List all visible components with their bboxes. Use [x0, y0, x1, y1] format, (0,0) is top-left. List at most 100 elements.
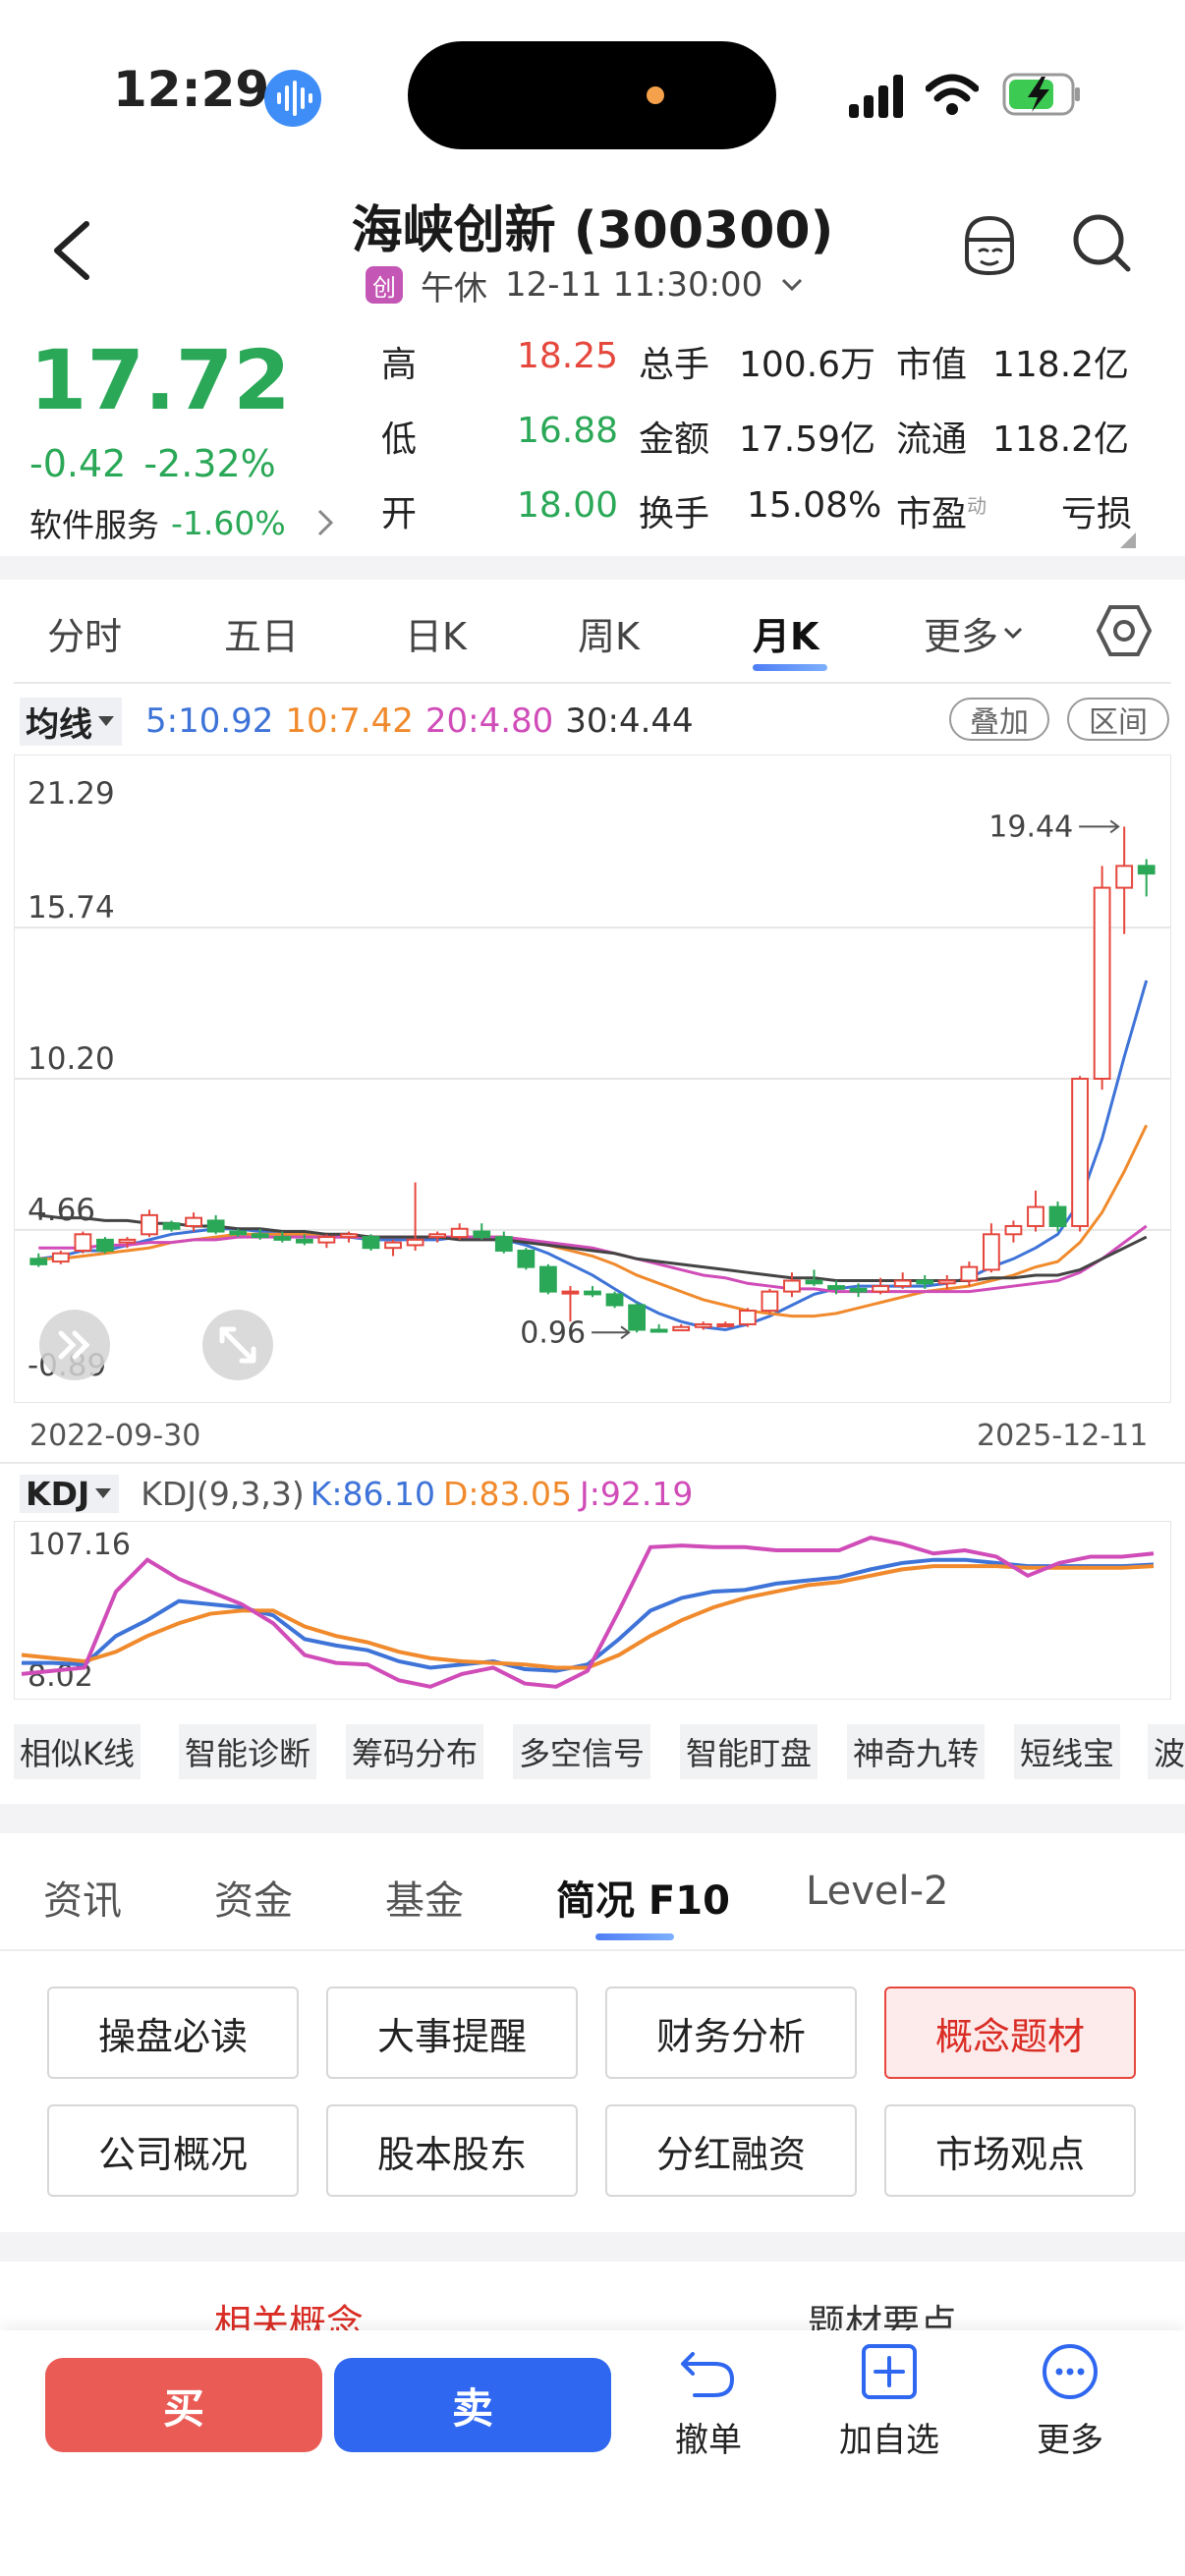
corner-expand-icon[interactable] [1120, 532, 1136, 548]
chevron-down-icon [782, 278, 803, 292]
trade-status: 午休 [421, 268, 487, 308]
candle-body [1048, 1205, 1067, 1227]
f10-major-events[interactable]: 大事提醒 [326, 1987, 578, 2079]
y-tick-label: 15.74 [28, 890, 115, 925]
tab-monthly-k[interactable]: 月K [753, 615, 819, 658]
overlay-button[interactable]: 叠加 [949, 698, 1049, 741]
candle [1093, 866, 1111, 1091]
tab-more-label: 更多 [924, 615, 999, 658]
candle-body [872, 1285, 890, 1293]
candle [340, 1231, 358, 1243]
add-watchlist-button[interactable]: 加自选 [825, 2342, 953, 2461]
tool-long-short-signal[interactable]: 多空信号 [513, 1724, 651, 1779]
candle [51, 1250, 70, 1264]
fast-forward-glyph [58, 1330, 90, 1360]
candle-body [118, 1238, 137, 1244]
tab-level2[interactable]: Level-2 [806, 1869, 949, 1914]
tab-five-day[interactable]: 五日 [224, 615, 300, 658]
fast-forward-icon[interactable] [39, 1310, 110, 1380]
undo-icon [681, 2352, 735, 2397]
cancel-order-button[interactable]: 撤单 [645, 2342, 772, 2461]
candle [162, 1220, 181, 1232]
tab-fund[interactable]: 基金 [385, 1878, 464, 1924]
tool-chip-distribution[interactable]: 筹码分布 [346, 1724, 484, 1779]
more-button[interactable]: 更多 [1006, 2342, 1134, 2461]
candle-body [1093, 886, 1111, 1080]
price-change: -0.42 -2.32% [29, 442, 276, 485]
candle-body [982, 1233, 1000, 1271]
f10-shareholders[interactable]: 股本股东 [326, 2104, 578, 2197]
candle-body [406, 1238, 424, 1247]
search-icon[interactable] [1071, 212, 1134, 275]
candle [406, 1182, 424, 1251]
tab-news[interactable]: 资讯 [43, 1878, 122, 1924]
candle-body [29, 1258, 48, 1265]
fullscreen-icon[interactable] [202, 1310, 273, 1380]
candle [1071, 1076, 1089, 1232]
candle [628, 1302, 646, 1333]
candle-body [916, 1279, 934, 1285]
kdj-y-max-label: 107.16 [28, 1528, 131, 1562]
section-divider [0, 1804, 1185, 1833]
f10-company-overview[interactable]: 公司概况 [47, 2104, 299, 2197]
indicator-selector[interactable]: KDJ [20, 1474, 120, 1513]
candle [473, 1223, 491, 1240]
industry-link[interactable]: 软件服务 -1.60% [29, 499, 335, 546]
candle [916, 1274, 934, 1289]
candle [517, 1248, 536, 1270]
candle [428, 1231, 447, 1243]
candle-body [937, 1279, 956, 1285]
tool-smart-watch[interactable]: 智能盯盘 [680, 1724, 818, 1779]
candle-body [494, 1236, 513, 1252]
tab-f10[interactable]: 简况 F10 [556, 1878, 730, 1924]
candle [672, 1323, 691, 1332]
f10-market-views[interactable]: 市场观点 [884, 2104, 1136, 2197]
range-button[interactable]: 区间 [1067, 698, 1169, 741]
candle-body [428, 1233, 447, 1239]
tab-daily-k[interactable]: 日K [405, 615, 467, 658]
candle [29, 1253, 48, 1267]
f10-dividend-financing[interactable]: 分红融资 [605, 2104, 857, 2197]
tool-similar-k[interactable]: 相似K线 [14, 1724, 141, 1779]
f10-trading-must-read[interactable]: 操盘必读 [47, 1987, 299, 2079]
kdj-chart[interactable]: 107.168.02 [14, 1521, 1171, 1700]
dynamic-island [408, 41, 776, 149]
candle [783, 1272, 801, 1298]
tab-capital[interactable]: 资金 [214, 1878, 293, 1924]
tab-weekly-k[interactable]: 周K [578, 615, 640, 658]
candle-body [51, 1252, 70, 1263]
buy-button[interactable]: 买 [45, 2358, 322, 2452]
ma-selector[interactable]: 均线 [20, 697, 122, 746]
tool-magic-nine[interactable]: 神奇九转 [847, 1724, 986, 1779]
section-divider [0, 556, 1185, 580]
kdj-k-value: K:86.10 [310, 1474, 435, 1513]
f10-financial-analysis[interactable]: 财务分析 [605, 1987, 857, 2079]
candle-body [473, 1230, 491, 1239]
robot-assistant-icon[interactable] [959, 212, 1020, 279]
candle-body [185, 1216, 203, 1227]
status-time: 12:29 [113, 61, 270, 118]
chart-settings-icon[interactable] [1097, 603, 1152, 658]
candle [295, 1234, 313, 1246]
tool-short-term[interactable]: 短线宝 [1014, 1724, 1121, 1779]
candle-body [605, 1293, 624, 1307]
change-amount: -0.42 [29, 442, 127, 485]
candle-body [672, 1325, 691, 1332]
candle-body [295, 1238, 313, 1244]
back-arrow-icon[interactable] [47, 216, 96, 285]
tool-smart-diagnosis[interactable]: 智能诊断 [179, 1724, 317, 1779]
ma30-value: 30:4.44 [565, 701, 694, 741]
candle [805, 1269, 823, 1287]
candle [872, 1277, 890, 1295]
wifi-icon [926, 74, 979, 115]
sell-button[interactable]: 卖 [334, 2358, 611, 2452]
tab-intraday[interactable]: 分时 [47, 615, 123, 658]
trade-status-selector[interactable]: 创 午休 12-11 11:30:00 [366, 263, 804, 308]
tab-more[interactable]: 更多 [924, 606, 1024, 660]
f10-concept-theme[interactable]: 概念题材 [884, 1987, 1136, 2079]
candle [893, 1272, 912, 1289]
tool-wave[interactable]: 波 [1148, 1724, 1185, 1779]
candle [74, 1231, 92, 1254]
kdj-frame [14, 1521, 1171, 1700]
